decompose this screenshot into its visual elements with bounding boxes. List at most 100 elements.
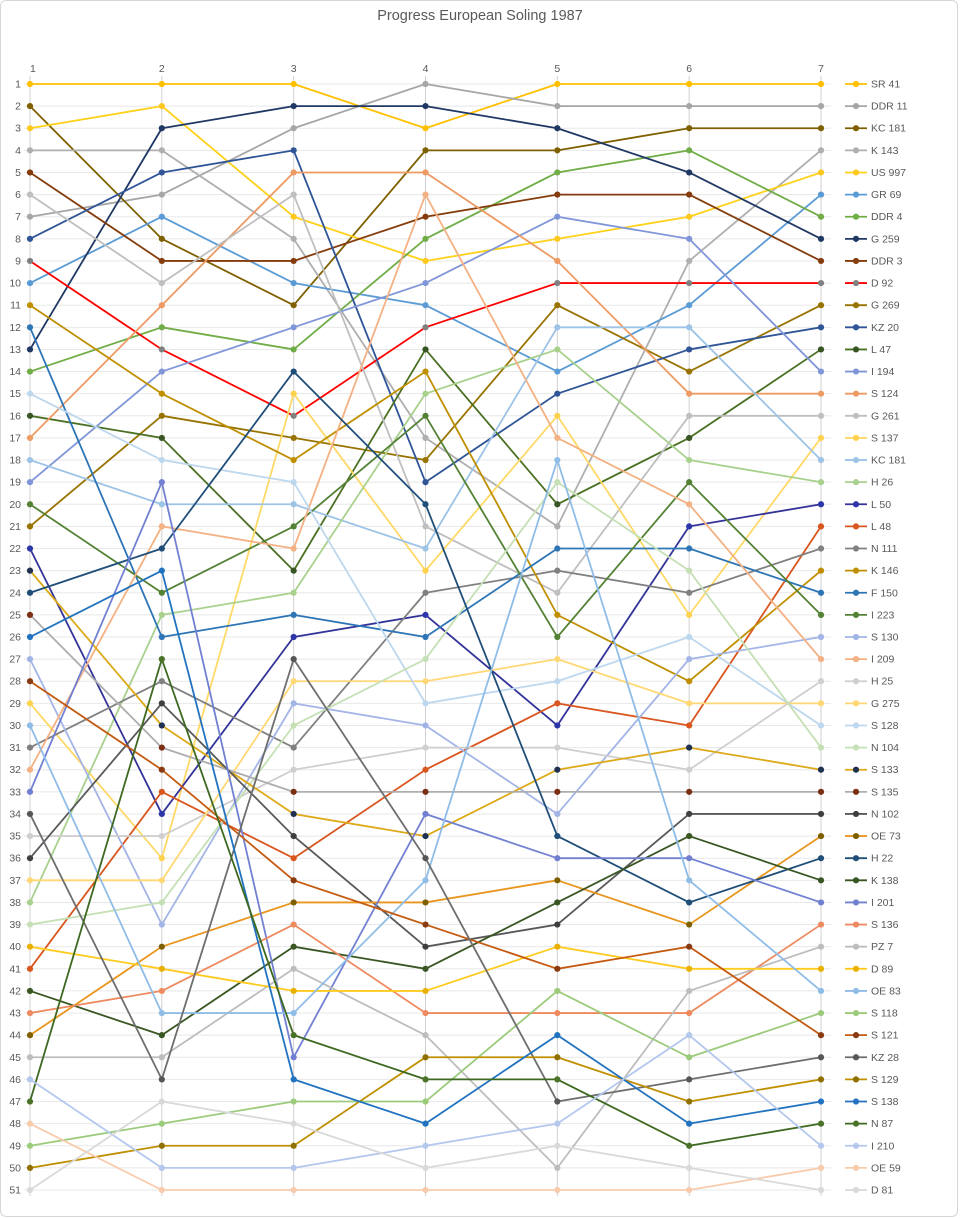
data-point: [290, 1054, 297, 1061]
data-point: [817, 456, 825, 464]
data-point: [422, 1164, 429, 1171]
data-point: [290, 479, 297, 486]
data-point: [290, 324, 297, 331]
data-point: [817, 1076, 825, 1083]
data-point: [422, 678, 429, 685]
y-axis-tick-label: 25: [9, 609, 21, 621]
data-point: [422, 1142, 429, 1149]
data-point: [686, 479, 693, 486]
data-point: [817, 722, 825, 729]
data-point: [290, 213, 297, 220]
data-point: [686, 1032, 693, 1039]
legend-swatch-marker: [852, 368, 860, 375]
legend-swatch-marker: [852, 80, 860, 88]
data-point: [817, 501, 825, 508]
data-point: [686, 368, 693, 375]
legend-label: S 138: [871, 1096, 899, 1108]
y-axis-tick-label: 39: [9, 919, 21, 931]
data-point: [554, 479, 561, 486]
x-axis-tick-label: 1: [30, 63, 36, 75]
data-point: [817, 1032, 825, 1039]
legend-swatch-marker: [852, 921, 860, 928]
y-axis-tick-label: 20: [9, 499, 21, 511]
y-axis-tick-label: 38: [9, 897, 21, 909]
legend-swatch-marker: [852, 1054, 860, 1061]
data-point: [554, 368, 561, 375]
legend-label: K 138: [871, 875, 899, 887]
data-point: [422, 103, 429, 110]
data-point: [686, 279, 693, 287]
legend-swatch-marker: [852, 456, 860, 464]
data-point: [158, 125, 165, 132]
y-axis-tick-label: 4: [15, 145, 21, 157]
data-point: [158, 788, 165, 795]
y-axis-tick-label: 32: [9, 764, 21, 776]
data-point: [158, 279, 165, 287]
data-point: [290, 191, 297, 198]
legend-label: I 223: [871, 609, 895, 621]
data-point: [26, 103, 34, 110]
data-point: [554, 877, 561, 884]
data-point: [26, 1186, 34, 1194]
data-point: [158, 855, 165, 862]
data-point: [554, 279, 561, 287]
data-point: [26, 744, 34, 751]
data-point: [422, 324, 429, 331]
data-point: [554, 567, 561, 574]
data-point: [686, 1186, 693, 1194]
data-point: [158, 456, 165, 464]
data-point: [554, 1009, 561, 1017]
data-point: [554, 611, 561, 618]
data-point: [158, 103, 165, 110]
legend-swatch-marker: [852, 324, 860, 331]
y-axis-tick-label: 43: [9, 1008, 21, 1020]
data-point: [554, 921, 561, 928]
data-point: [422, 523, 429, 530]
y-axis-tick-label: 23: [9, 565, 21, 577]
legend-swatch-marker: [852, 545, 860, 552]
data-point: [817, 434, 825, 442]
data-point: [422, 877, 429, 884]
data-point: [26, 523, 34, 530]
data-point: [290, 855, 297, 862]
data-point: [422, 656, 429, 663]
data-point: [26, 921, 34, 928]
data-point: [686, 1142, 693, 1149]
data-point: [422, 611, 429, 618]
legend-swatch-marker: [852, 1142, 860, 1149]
data-point: [290, 1186, 297, 1194]
legend-label: L 47: [871, 344, 891, 356]
data-point: [686, 80, 693, 88]
data-point: [158, 479, 165, 486]
data-point: [686, 700, 693, 707]
data-point: [554, 1098, 561, 1105]
data-point: [554, 302, 561, 309]
legend-swatch-marker: [852, 899, 860, 906]
data-point: [26, 501, 34, 508]
legend-swatch-marker: [852, 678, 860, 685]
data-point: [26, 147, 34, 154]
legend-swatch-marker: [852, 279, 860, 287]
data-point: [686, 1164, 693, 1171]
x-axis-tick-label: 3: [291, 63, 297, 75]
data-point: [554, 103, 561, 110]
data-point: [817, 633, 825, 641]
legend-label: H 26: [871, 477, 893, 489]
legend-swatch-marker: [852, 302, 860, 309]
legend-label: G 259: [871, 233, 900, 245]
data-point: [817, 877, 825, 884]
data-point: [158, 235, 165, 242]
data-point: [686, 257, 693, 265]
data-point: [554, 589, 561, 596]
data-point: [422, 1032, 429, 1039]
legend-swatch-marker: [852, 987, 860, 995]
legend-label: I 201: [871, 897, 895, 909]
y-axis-tick-label: 45: [9, 1052, 21, 1064]
data-point: [158, 611, 165, 618]
data-point: [26, 545, 34, 552]
y-axis-tick-label: 10: [9, 278, 21, 290]
legend-swatch-marker: [852, 235, 860, 242]
y-axis-tick-label: 18: [9, 455, 21, 467]
data-point: [686, 501, 693, 508]
